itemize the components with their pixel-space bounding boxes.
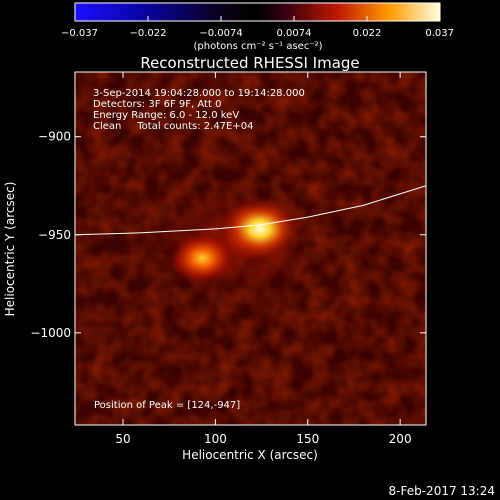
y-tick-label: −950 (38, 228, 71, 242)
colorbar-tick-label: −0.022 (129, 28, 166, 39)
colorbar-tick-label: 0.022 (353, 28, 382, 39)
colorbar-frame (74, 2, 441, 22)
colorbar-tick-label: −0.037 (61, 28, 98, 39)
colorbar-tick-label: 0.0074 (277, 28, 312, 39)
axis-ticks: 50 100 150 200 −900 −950 −1000 (30, 72, 426, 446)
peak-source (217, 196, 302, 262)
x-tick-label: 100 (204, 432, 227, 446)
colorbar-tick-label: 0.037 (425, 28, 454, 39)
colorbar-tick-label: −0.0074 (199, 28, 242, 39)
x-tick-label: 150 (296, 432, 319, 446)
peak-position-label: Position of Peak = [124,-947] (94, 400, 240, 411)
colorbar-ticks: −0.037 −0.022 −0.0074 0.0074 0.022 0.037 (61, 16, 454, 39)
solar-limb-curve (75, 185, 426, 236)
plot-frame (74, 71, 427, 426)
chart-title: Reconstructed RHESSI Image (140, 54, 359, 72)
y-axis-label: Heliocentric Y (arcsec) (3, 182, 17, 317)
annotation-clean-counts: Clean Total counts: 2.47E+04 (93, 121, 253, 132)
annotation-energy-range: Energy Range: 6.0 - 12.0 keV (93, 110, 239, 121)
x-tick-label: 50 (115, 432, 130, 446)
sources (141, 183, 322, 304)
plot-area (75, 72, 426, 425)
annotation-time-range: 3-Sep-2014 19:04:28.000 to 19:14:28.000 (93, 88, 305, 99)
y-tick-label: −1000 (30, 326, 71, 340)
colorbar-unit-label: (photons cm⁻² s⁻¹ asec⁻²) (193, 41, 322, 52)
y-tick-label: −900 (38, 130, 71, 144)
colorbar (75, 3, 440, 21)
x-axis-label: Heliocentric X (arcsec) (182, 448, 318, 462)
x-tick-label: 200 (389, 432, 412, 446)
annotation-detectors: Detectors: 3F 6F 9F, Att 0 (93, 99, 221, 110)
secondary-source (169, 232, 236, 285)
date-stamp: 8-Feb-2017 13:24 (389, 484, 495, 498)
